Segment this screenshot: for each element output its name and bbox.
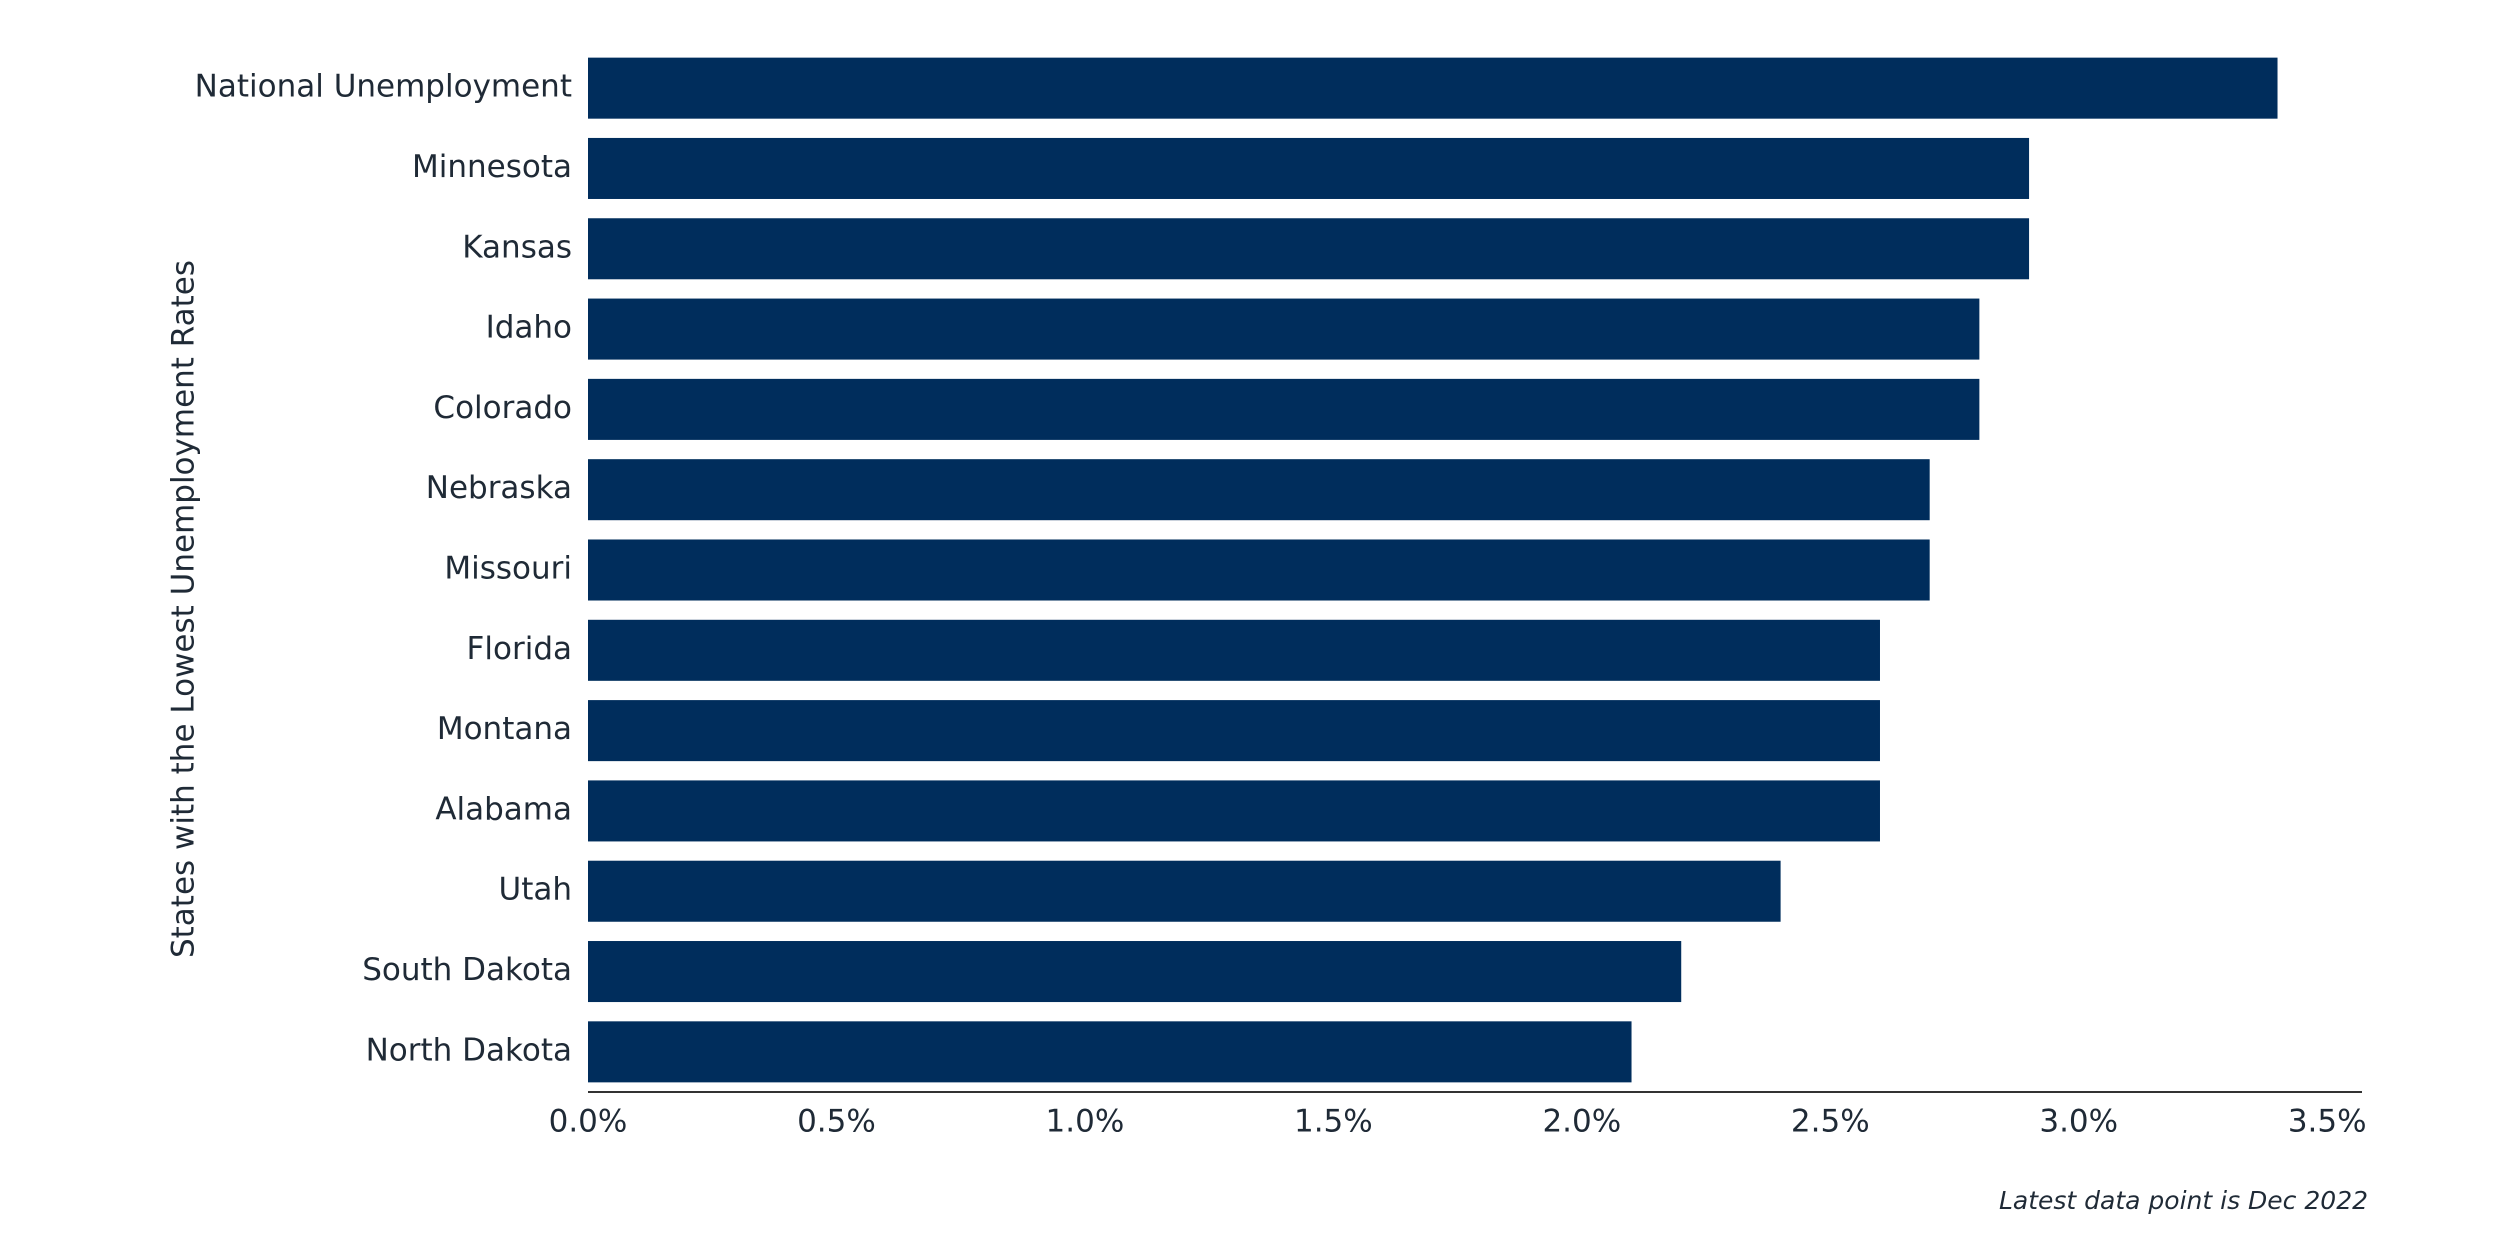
bar [588, 137, 2030, 199]
y-tick-label: Florida [467, 631, 572, 667]
bar [588, 539, 1930, 601]
bar [588, 57, 2278, 119]
y-tick-label: Alabama [435, 791, 572, 827]
bar [588, 1021, 1632, 1083]
y-tick-label: Colorado [433, 390, 572, 426]
y-tick-label: Missouri [444, 551, 572, 587]
x-tick-label: 0.5% [797, 1104, 876, 1140]
y-tick-label: Kansas [462, 229, 572, 265]
bar [588, 619, 1880, 681]
x-tick-label: 0.0% [549, 1104, 628, 1140]
y-tick-label: Utah [499, 872, 573, 908]
y-tick-label: North Dakota [366, 1032, 572, 1068]
x-tick-label: 1.0% [1046, 1104, 1125, 1140]
y-tick-label: Idaho [486, 310, 572, 346]
bar [588, 218, 2030, 280]
y-tick-label: Nebraska [426, 470, 572, 506]
y-axis-title: States with the Lowest Unemployment Rate… [166, 260, 202, 958]
bar [588, 860, 1781, 922]
bar [588, 941, 1682, 1003]
x-tick-label: 2.5% [1791, 1104, 1870, 1140]
bar [588, 298, 1980, 360]
bar [588, 378, 1980, 440]
y-tick-label: Minnesota [412, 149, 572, 185]
y-tick-label: Montana [437, 711, 572, 747]
x-tick-label: 3.0% [2039, 1104, 2118, 1140]
x-tick-label: 3.5% [2288, 1104, 2367, 1140]
footnote: Latest data point is Dec 2022 [1999, 1186, 2368, 1215]
x-tick-label: 2.0% [1542, 1104, 1621, 1140]
bar [588, 700, 1880, 762]
y-tick-label: National Unemployment [195, 69, 572, 105]
y-tick-label: South Dakota [362, 952, 572, 988]
bar [588, 780, 1880, 842]
bar [588, 459, 1930, 521]
x-tick-label: 1.5% [1294, 1104, 1373, 1140]
